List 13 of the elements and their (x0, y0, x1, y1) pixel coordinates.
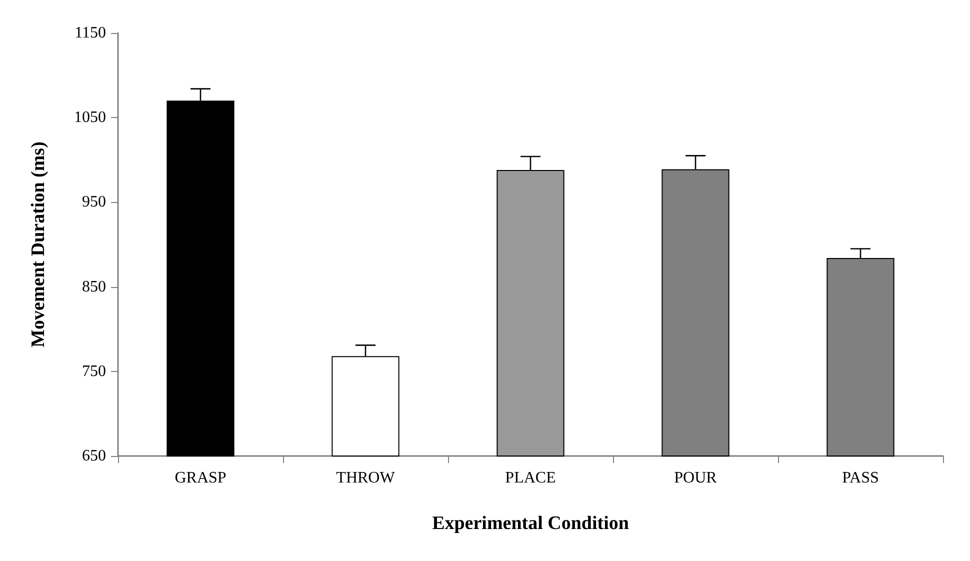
y-tick-label: 1150 (74, 24, 106, 42)
y-axis-title: Movement Duration (ms) (28, 142, 49, 348)
y-tick-label: 850 (82, 278, 106, 296)
y-tick-label: 950 (82, 194, 106, 211)
x-tick-label: PASS (842, 470, 879, 486)
x-axis-title: Experimental Condition (432, 513, 630, 534)
y-tick-label: 750 (82, 362, 106, 380)
x-tick-label: THROW (336, 470, 396, 486)
x-tick-label: POUR (674, 470, 718, 486)
y-tick-label: 650 (82, 448, 106, 464)
y-tick-label: 1050 (74, 109, 106, 126)
x-tick-label: PLACE (505, 470, 556, 486)
x-tick-label: GRASP (174, 470, 226, 486)
